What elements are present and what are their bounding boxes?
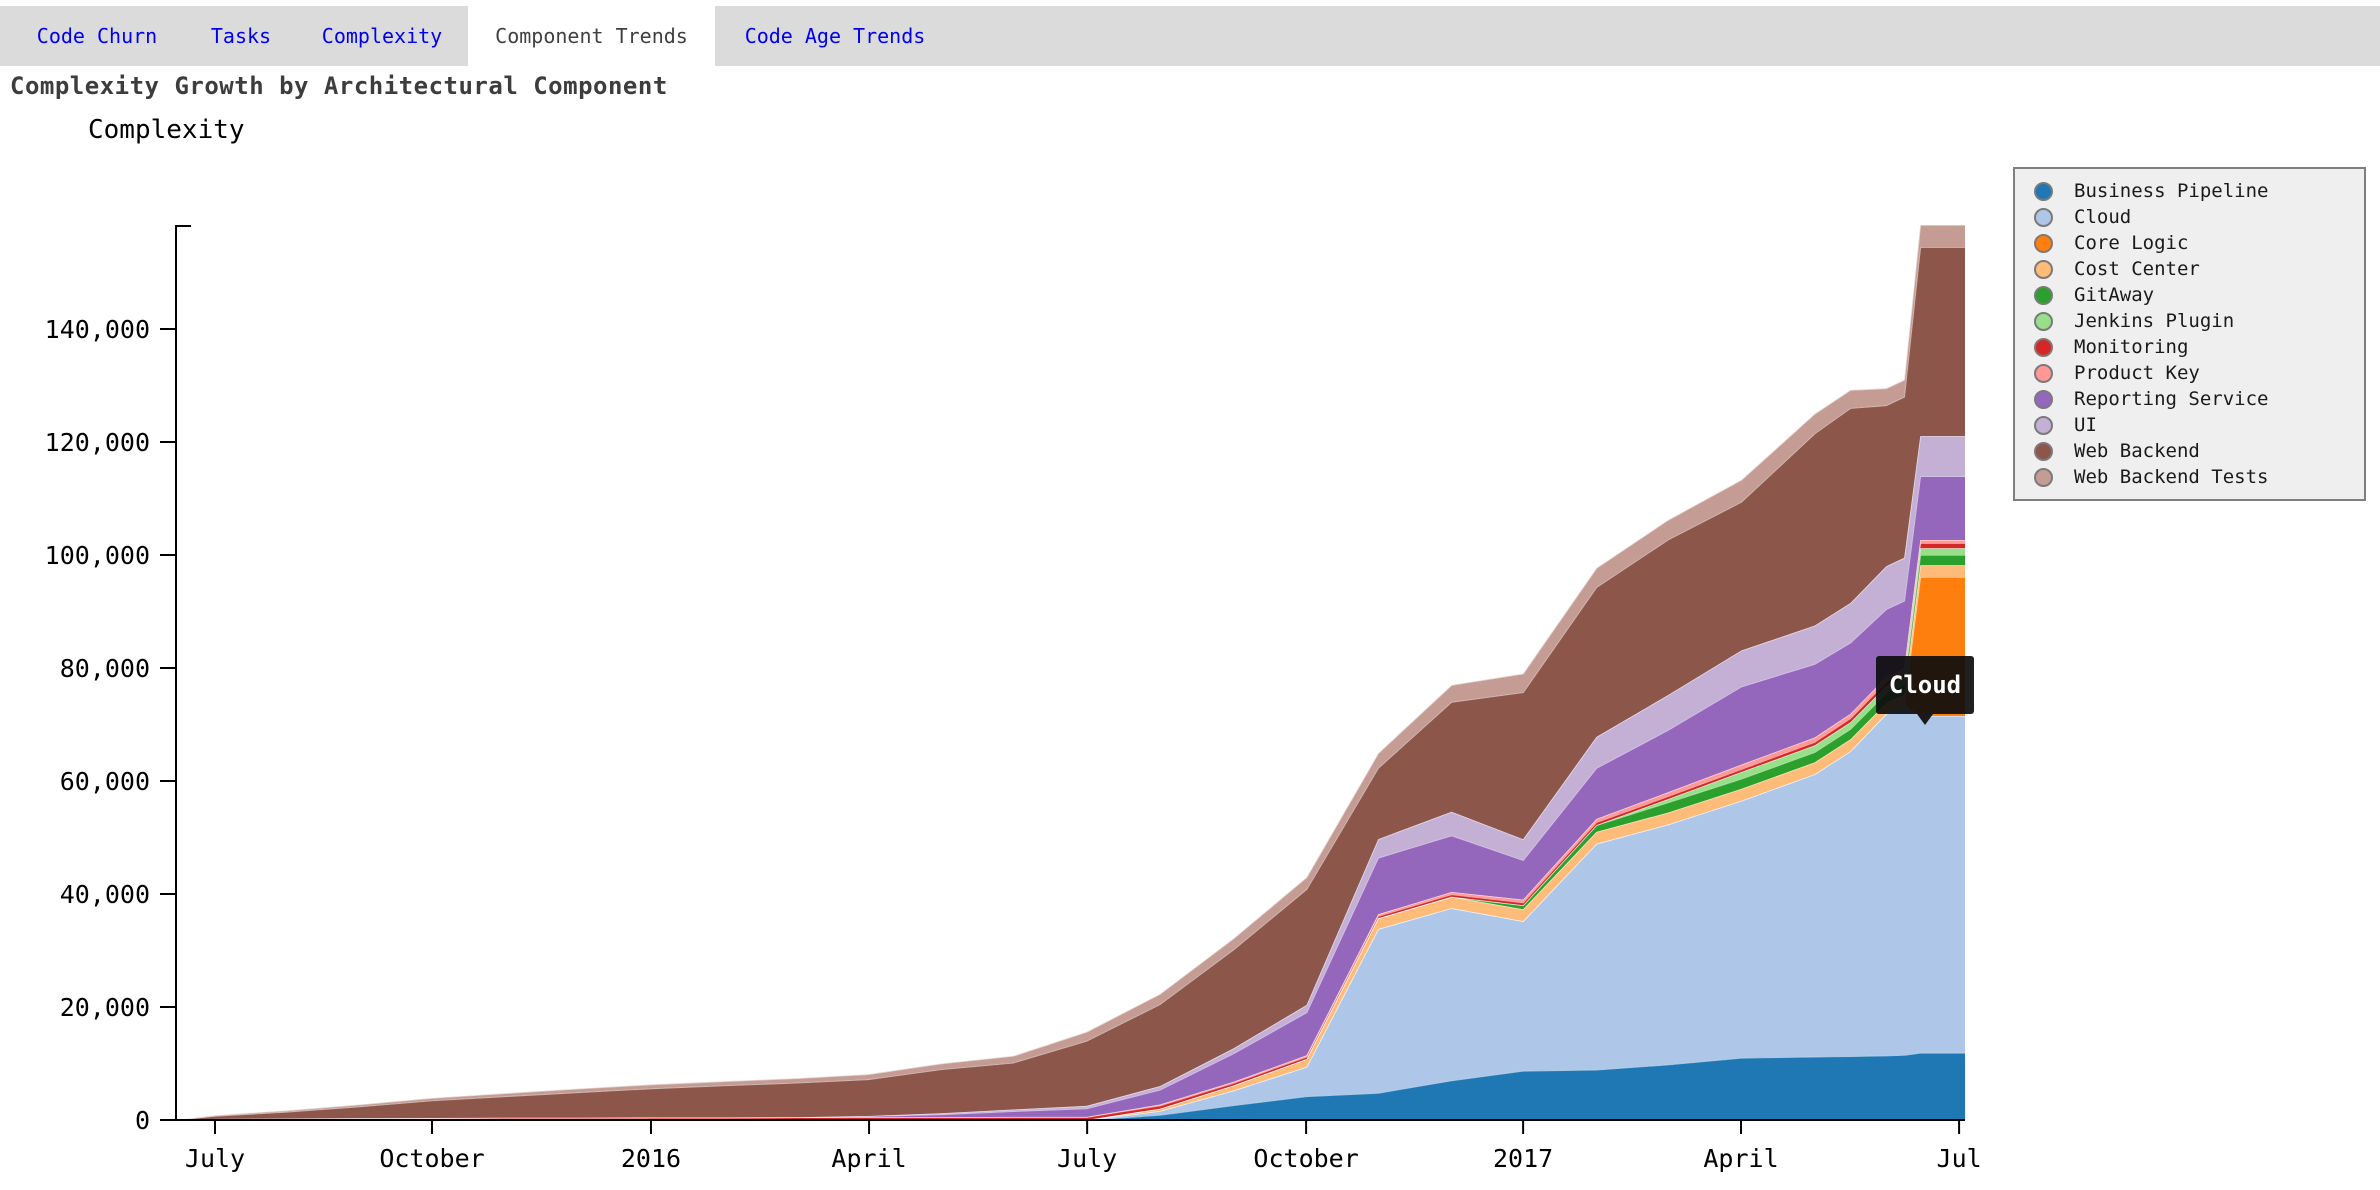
- area-edge: [175, 224, 1965, 1121]
- legend-swatch-icon: [2034, 337, 2053, 357]
- tab-code-age-trends[interactable]: Code Age Trends: [744, 24, 926, 48]
- x-tick-label: July: [185, 1144, 245, 1173]
- y-axis-title: Complexity: [88, 115, 245, 145]
- legend-label: Cost Center: [2074, 258, 2200, 280]
- tooltip-arrow-icon: [1917, 714, 1933, 725]
- legend-swatch-icon: [2034, 415, 2053, 435]
- legend-label: Reporting Service: [2074, 388, 2269, 410]
- legend-item-core-logic[interactable]: Core Logic: [2015, 230, 2364, 256]
- x-tick-label: 2016: [621, 1144, 681, 1173]
- chart-legend: Business Pipeline Cloud Core Logic Cost Cen…: [2013, 167, 2366, 501]
- x-tick-label: July: [1057, 1144, 1117, 1173]
- x-tick-label: April: [831, 1144, 906, 1173]
- x-tick-label: 2017: [1493, 1144, 1553, 1173]
- y-tick-label: 100,000: [45, 541, 150, 570]
- legend-item-business-pipeline[interactable]: Business Pipeline: [2015, 178, 2364, 204]
- legend-label: Web Backend Tests: [2074, 466, 2269, 488]
- tab-code-churn[interactable]: Code Churn: [36, 24, 158, 48]
- legend-swatch-icon: [2034, 233, 2053, 253]
- x-tick-label: Jul: [1937, 1144, 1982, 1173]
- legend-label: Core Logic: [2074, 232, 2189, 254]
- y-tick-label: 80,000: [60, 654, 150, 683]
- tab-component-trends[interactable]: Component Trends: [468, 6, 715, 66]
- legend-swatch-icon: [2034, 259, 2053, 279]
- legend-item-jenkins-plugin[interactable]: Jenkins Plugin: [2015, 308, 2364, 334]
- legend-label: Web Backend: [2074, 440, 2200, 462]
- tooltip-label: Cloud: [1888, 671, 1962, 699]
- legend-item-monitoring[interactable]: Monitoring: [2015, 334, 2364, 360]
- x-tick-label: October: [1253, 1144, 1358, 1173]
- legend-item-ui[interactable]: UI: [2015, 412, 2364, 438]
- area-cloud[interactable]: [176, 704, 1965, 1120]
- legend-swatch-icon: [2034, 441, 2053, 461]
- chart-areas[interactable]: [175, 224, 1965, 1121]
- legend-item-cost-center[interactable]: Cost Center: [2015, 256, 2364, 282]
- tab-complexity[interactable]: Complexity: [321, 24, 443, 48]
- legend-item-cloud[interactable]: Cloud: [2015, 204, 2364, 230]
- legend-label: UI: [2074, 414, 2097, 436]
- y-tick-label: 20,000: [60, 993, 150, 1022]
- legend-label: GitAway: [2074, 284, 2155, 306]
- legend-item-web-backend[interactable]: Web Backend: [2015, 438, 2364, 464]
- legend-label: Jenkins Plugin: [2074, 310, 2235, 332]
- x-tick-label: October: [379, 1144, 484, 1173]
- y-tick-label: 0: [135, 1106, 150, 1135]
- legend-swatch-icon: [2034, 181, 2053, 201]
- chart-axes: 0 20,000 40,000 60,000 80,000 100,000 120,000 1…: [45, 115, 1982, 1173]
- legend-label: Product Key: [2074, 362, 2200, 384]
- legend-swatch-icon: [2034, 285, 2053, 305]
- legend-item-reporting-service[interactable]: Reporting Service: [2015, 386, 2364, 412]
- y-tick-label: 120,000: [45, 428, 150, 457]
- y-tick-label: 60,000: [60, 767, 150, 796]
- y-tick-label: 40,000: [60, 880, 150, 909]
- legend-label: Business Pipeline: [2074, 180, 2269, 202]
- legend-item-product-key[interactable]: Product Key: [2015, 360, 2364, 386]
- tab-bar: Code Churn Tasks Complexity Component Trend…: [0, 6, 2380, 66]
- page-title: Complexity Growth by Architectural Compo…: [10, 72, 668, 100]
- legend-swatch-icon: [2034, 311, 2053, 331]
- legend-item-gitaway[interactable]: GitAway: [2015, 282, 2364, 308]
- legend-swatch-icon: [2034, 207, 2053, 227]
- legend-item-web-backend-tests[interactable]: Web Backend Tests: [2015, 464, 2364, 490]
- chart-tooltip: Cloud: [1876, 656, 1974, 714]
- legend-swatch-icon: [2034, 389, 2053, 409]
- legend-swatch-icon: [2034, 363, 2053, 383]
- x-tick-label: April: [1703, 1144, 1778, 1173]
- legend-label: Monitoring: [2074, 336, 2189, 358]
- legend-label: Cloud: [2074, 206, 2132, 228]
- y-tick-label: 140,000: [45, 315, 150, 344]
- tab-tasks[interactable]: Tasks: [210, 24, 272, 48]
- legend-swatch-icon: [2034, 467, 2053, 487]
- area-reporting-service[interactable]: [176, 476, 1965, 1120]
- area-business-pipeline[interactable]: [176, 1052, 1965, 1120]
- area-web-backend[interactable]: [176, 247, 1965, 1121]
